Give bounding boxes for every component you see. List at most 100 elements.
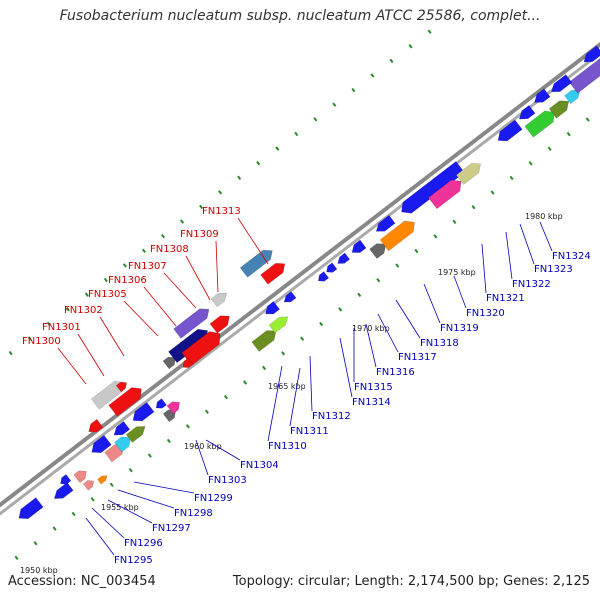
gene-label-fn1297: FN1297 xyxy=(152,523,191,534)
forward-dots-mark xyxy=(84,292,89,297)
leader-line xyxy=(519,223,535,265)
forward-dots-mark xyxy=(103,277,108,283)
gene-arrow xyxy=(497,119,523,142)
gene-arrow xyxy=(583,45,600,63)
gene-arrow xyxy=(114,436,132,453)
gene-label-fn1301: FN1301 xyxy=(42,322,81,333)
accession-text: Accession: NC_003454 xyxy=(8,574,156,589)
gene-label-fn1318: FN1318 xyxy=(420,338,459,349)
gene-label-fn1319: FN1319 xyxy=(440,323,479,334)
gene-label-fn1295: FN1295 xyxy=(114,555,153,566)
gene-arrow xyxy=(455,163,481,185)
gene-arrow xyxy=(268,316,289,334)
kbp-tick-label: 1980 kbp xyxy=(525,212,563,221)
forward-dots-mark xyxy=(389,58,394,64)
leader-line xyxy=(395,299,421,339)
gene-arrow xyxy=(113,421,131,436)
gene-label-fn1314: FN1314 xyxy=(352,397,391,408)
reverse-dots-mark xyxy=(433,234,438,239)
gene-label-fn1304: FN1304 xyxy=(240,460,279,471)
leader-line xyxy=(57,347,87,385)
forward-dots-mark xyxy=(256,160,261,166)
gene-arrow xyxy=(318,271,330,282)
gene-arrow xyxy=(428,179,462,210)
leader-line xyxy=(195,439,209,476)
reverse-dots-mark xyxy=(357,292,362,298)
gene-arrow xyxy=(108,387,142,417)
reverse-dots-mark xyxy=(452,219,457,224)
leader-line xyxy=(107,499,153,524)
reverse-dots-mark xyxy=(471,204,476,210)
leader-line xyxy=(77,333,105,377)
gene-label-fn1302: FN1302 xyxy=(64,305,103,316)
gene-arrow xyxy=(351,239,367,253)
reverse-dots-mark xyxy=(509,175,514,181)
reverse-dots-mark xyxy=(490,190,495,195)
gene-arrow xyxy=(379,220,415,252)
gene-label-fn1313: FN1313 xyxy=(202,206,241,217)
reverse-dots-mark xyxy=(566,131,571,137)
leader-line xyxy=(185,255,211,301)
leader-line xyxy=(143,286,177,327)
forward-dots-mark xyxy=(351,87,356,93)
gene-arrow xyxy=(265,301,280,315)
gene-arrow xyxy=(166,401,180,415)
forward-dots-mark xyxy=(370,73,375,78)
forward-dots-mark xyxy=(65,307,70,312)
gene-arrow xyxy=(173,308,210,339)
leader-line xyxy=(309,355,313,412)
kbp-tick-label: 1975 kbp xyxy=(438,268,476,277)
reverse-dots-mark xyxy=(204,409,209,414)
gene-arrow xyxy=(551,74,573,93)
forward-dots-mark xyxy=(141,248,146,253)
leader-line xyxy=(237,217,269,265)
gene-arrow xyxy=(326,262,338,273)
reverse-dots-mark xyxy=(395,263,400,268)
reverse-dots-mark xyxy=(281,351,286,356)
gene-arrow xyxy=(564,89,581,105)
reverse-dots-mark xyxy=(338,307,343,312)
forward-dots-mark xyxy=(160,233,166,239)
reverse-dots-mark xyxy=(243,380,248,385)
reverse-dots-mark xyxy=(300,336,305,341)
gene-arrow xyxy=(375,214,396,232)
leader-line xyxy=(339,337,353,398)
gene-label-fn1299: FN1299 xyxy=(194,493,233,504)
gene-label-fn1321: FN1321 xyxy=(486,293,525,304)
gene-arrow xyxy=(260,262,286,285)
gene-label-fn1317: FN1317 xyxy=(398,352,437,363)
kbp-tick-label: 1960 kbp xyxy=(184,442,222,451)
reverse-dots-mark xyxy=(147,453,152,458)
forward-dots-mark xyxy=(218,190,223,195)
leader-line xyxy=(289,367,301,427)
kbp-tick-label: 1950 kbp xyxy=(20,566,58,575)
reverse-dots-mark xyxy=(262,365,267,371)
gene-arrow xyxy=(155,398,167,409)
leader-line xyxy=(481,243,487,294)
gene-label-fn1312: FN1312 xyxy=(312,411,351,422)
leader-line xyxy=(267,365,283,442)
leader-line xyxy=(123,300,159,337)
kbp-tick-label: 1970 kbp xyxy=(352,324,390,333)
gene-arrow xyxy=(337,252,351,264)
gene-arrow xyxy=(369,243,387,259)
reverse-dots-mark xyxy=(376,278,381,283)
leader-line xyxy=(205,439,241,461)
gene-arrow xyxy=(60,474,72,485)
gene-label-fn1320: FN1320 xyxy=(466,308,505,319)
gene-label-fn1298: FN1298 xyxy=(174,508,213,519)
gene-arrow xyxy=(73,470,87,484)
forward-dots-mark xyxy=(8,350,13,356)
reverse-dots-mark xyxy=(185,424,190,429)
forward-dots-mark xyxy=(180,219,185,224)
gene-arrow xyxy=(251,330,277,352)
gene-arrow xyxy=(518,105,536,120)
gene-label-fn1324: FN1324 xyxy=(552,251,591,262)
leader-line xyxy=(117,489,175,509)
forward-dots-mark xyxy=(27,336,32,341)
gene-arrow xyxy=(132,402,155,422)
reverse-dots-mark xyxy=(166,438,171,444)
gene-arrow xyxy=(534,88,551,103)
reverse-dots-mark xyxy=(585,117,590,122)
